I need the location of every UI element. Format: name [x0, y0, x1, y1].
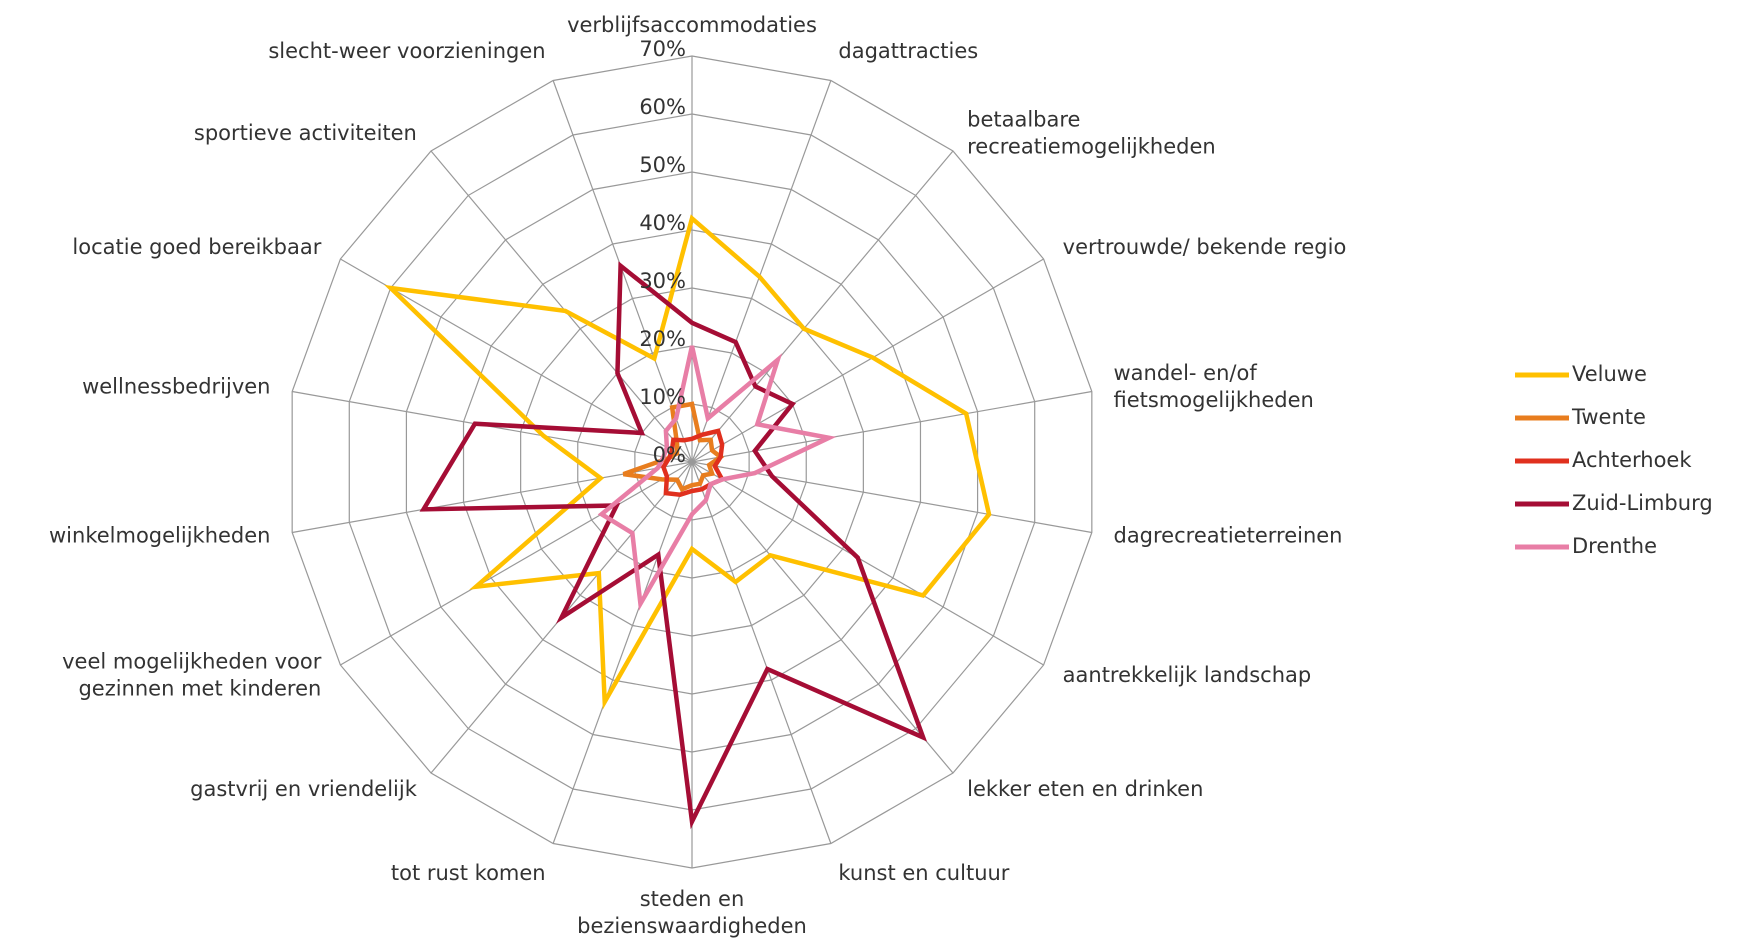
category-label: gastvrij en vriendelijk — [190, 777, 418, 801]
spoke — [691, 80, 832, 463]
spoke — [691, 258, 1044, 463]
y-tick-label: 50% — [639, 153, 686, 177]
spoke — [691, 461, 832, 844]
category-label: locatie goed bereikbaar — [72, 235, 321, 259]
category-label: verblijfsaccommodaties — [567, 13, 817, 37]
y-tick-label: 30% — [639, 269, 686, 293]
spoke — [691, 461, 1044, 666]
series-line — [597, 345, 837, 611]
category-label: dagattracties — [838, 39, 978, 63]
spoke — [691, 150, 954, 463]
legend-label: Veluwe — [1572, 362, 1647, 386]
series-line — [384, 214, 992, 710]
category-label: sportieve activiteiten — [194, 121, 417, 145]
category-label: tot rust komen — [391, 861, 546, 885]
spoke — [430, 150, 693, 463]
spoke — [340, 461, 693, 666]
legend-label: Twente — [1571, 405, 1646, 429]
category-label: vertrouwde/ bekende regio — [1063, 235, 1347, 259]
category-label: betaalbare recreatiemogelijkheden — [967, 108, 1216, 159]
category-label: wandel- en/of fietsmogelijkheden — [1113, 361, 1313, 412]
y-tick-label: 20% — [639, 327, 686, 351]
spoke — [340, 258, 693, 463]
legend-label: Zuid-Limburg — [1572, 491, 1713, 515]
category-label: winkelmogelijkheden — [49, 523, 271, 547]
category-label: lekker eten en drinken — [967, 777, 1203, 801]
category-label: kunst en cultuur — [838, 861, 1009, 885]
y-tick-label: 60% — [639, 95, 686, 119]
spoke — [691, 461, 954, 774]
category-label: wellnessbedrijven — [82, 375, 270, 399]
spoke — [552, 461, 693, 844]
legend-label: Achterhoek — [1572, 448, 1692, 472]
category-label: aantrekkelijk landschap — [1063, 663, 1312, 687]
y-tick-label: 10% — [639, 385, 686, 409]
category-label: veel mogelijkheden voor gezinnen met kind… — [62, 650, 322, 701]
category-label: slecht-weer voorzieningen — [268, 39, 545, 63]
legend-label: Drenthe — [1572, 534, 1657, 558]
y-tick-label: 40% — [639, 211, 686, 235]
category-label: dagrecreatieterreinen — [1113, 523, 1342, 547]
category-label: steden en bezienswaardigheden — [577, 887, 807, 938]
y-tick-label: 0% — [653, 443, 686, 467]
series-line — [622, 401, 725, 493]
series-line — [419, 261, 928, 830]
series-line — [660, 428, 726, 497]
spoke — [691, 390, 1092, 463]
y-tick-label: 70% — [639, 37, 686, 61]
